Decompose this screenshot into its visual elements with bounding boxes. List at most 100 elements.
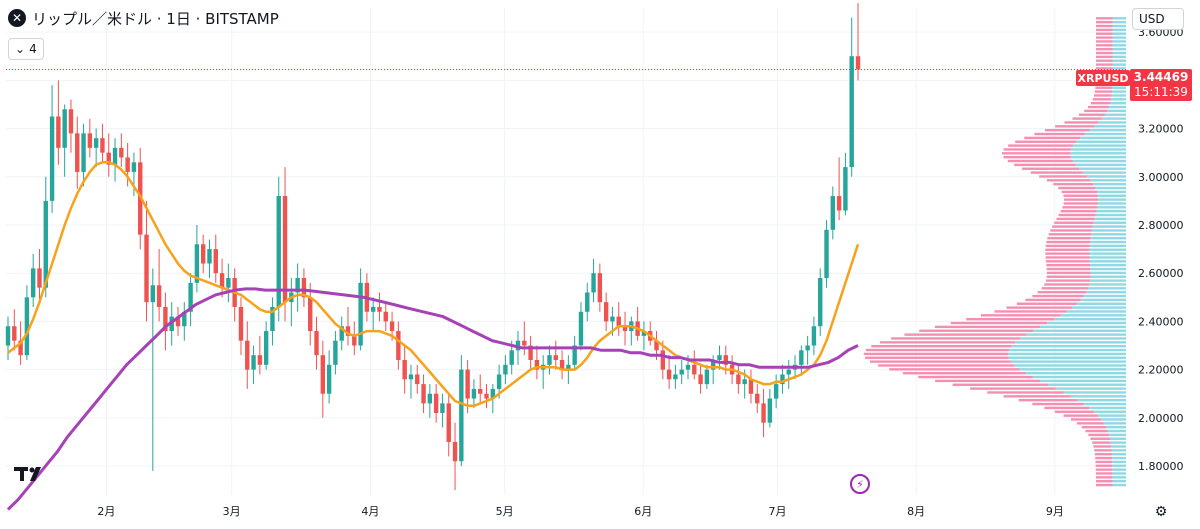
vp-bar-up-57: [1090, 263, 1126, 267]
last-price-value: 3.44469: [1133, 70, 1189, 84]
vp-bar-up-46: [1072, 306, 1126, 309]
candle-body-86: [547, 355, 552, 365]
candle-body-109: [692, 364, 697, 375]
candle-body-39: [251, 355, 256, 370]
vp-bar-up-78: [1093, 182, 1126, 186]
lightning-icon[interactable]: ⚡: [850, 474, 870, 494]
vp-bar-down-72: [1062, 206, 1098, 209]
gear-icon[interactable]: ⚙: [1154, 504, 1168, 520]
vp-bar-up-53: [1089, 279, 1126, 282]
vp-bar-up-100: [1111, 98, 1126, 101]
vp-bar-down-37: [879, 341, 1016, 344]
vp-bar-up-48: [1080, 298, 1126, 302]
indicators-collapse-button[interactable]: ⌄ 4: [8, 38, 44, 60]
vp-bar-down-75: [1063, 194, 1098, 197]
vp-bar-down-28: [918, 375, 1033, 379]
vp-bar-down-55: [1046, 271, 1091, 275]
candle-body-71: [452, 441, 458, 462]
candle-body-10: [68, 109, 74, 134]
vp-bar-up-52: [1089, 283, 1126, 286]
vp-bar-down-102: [1094, 90, 1112, 93]
vp-bar-down-109: [1095, 63, 1113, 66]
vp-bar-down-70: [1058, 213, 1096, 217]
candle-body-74: [471, 388, 477, 399]
vp-bar-up-11: [1110, 441, 1126, 444]
y-tick-label-0: 1.80000: [1138, 460, 1184, 473]
candle-body-41: [263, 331, 269, 365]
vp-bar-up-55: [1090, 271, 1126, 275]
vp-bar-up-14: [1107, 429, 1126, 433]
vp-bar-up-109: [1112, 63, 1126, 66]
vp-bar-up-90: [1080, 136, 1126, 140]
chevron-down-icon: ⌄: [15, 42, 26, 56]
vp-bar-up-89: [1076, 140, 1126, 143]
tradingview-logo-icon[interactable]: [14, 466, 48, 482]
candle-body-9: [62, 109, 67, 148]
candle-body-128: [811, 326, 817, 346]
vp-bar-down-33: [865, 356, 1009, 359]
candle-body-76: [484, 393, 489, 399]
symbol-title-bar[interactable]: ✕ リップル／米ドル · 1日 · BITSTAMP: [8, 6, 279, 30]
vp-bar-down-65: [1048, 233, 1092, 236]
vp-bar-up-9: [1111, 449, 1126, 452]
symbol-price-tag: XRPUSD: [1076, 70, 1130, 86]
vp-bar-up-13: [1109, 433, 1126, 437]
vp-bar-up-71: [1096, 209, 1126, 213]
candle-body-53: [339, 326, 344, 341]
candle-body-50: [320, 355, 326, 394]
y-tick-label-1: 2.00000: [1138, 412, 1184, 425]
vp-bar-down-115: [1095, 40, 1113, 43]
vp-bar-up-94: [1098, 121, 1126, 124]
candle-body-7: [49, 116, 55, 201]
vp-bar-down-6: [1095, 460, 1113, 464]
vp-bar-down-9: [1094, 449, 1112, 452]
vp-bar-down-53: [1045, 279, 1090, 282]
candle-body-27: [175, 316, 181, 327]
candle-body-95: [603, 302, 609, 322]
vp-bar-down-4: [1095, 468, 1113, 471]
candle-body-92: [585, 292, 590, 312]
vp-bar-up-10: [1111, 445, 1126, 448]
vp-bar-up-77: [1095, 186, 1126, 190]
candle-body-66: [421, 384, 426, 404]
vp-bar-down-81: [1030, 171, 1084, 174]
vp-bar-up-39: [1026, 333, 1126, 336]
vp-bar-up-41: [1039, 325, 1126, 329]
grid: [6, 8, 1126, 495]
candle-body-134: [849, 56, 854, 168]
vp-bar-down-50: [1037, 290, 1087, 294]
vp-bar-down-43: [966, 317, 1055, 321]
vp-bar-down-78: [1053, 182, 1094, 186]
vp-bar-down-59: [1045, 256, 1090, 259]
candle-body-24: [156, 285, 162, 307]
x-mark-icon: ✕: [8, 9, 26, 27]
vp-bar-up-44: [1060, 314, 1126, 317]
vp-bar-down-22: [1018, 398, 1078, 402]
candle-body-88: [559, 359, 565, 370]
vp-bar-down-69: [1056, 217, 1095, 221]
candle-body-18: [119, 147, 124, 158]
candle-body-8: [56, 116, 61, 148]
x-tick-label-6: 8月: [907, 505, 925, 518]
time-axis[interactable]: 2月 3月 4月 5月 6月 7月 8月 9月: [97, 505, 1063, 518]
y-tick-label-7: 3.20000: [1138, 123, 1184, 136]
vp-bar-down-51: [1041, 287, 1089, 290]
indicator-count: 4: [29, 42, 37, 56]
currency-button[interactable]: USD: [1132, 8, 1184, 30]
vp-bar-up-34: [1007, 352, 1126, 356]
vp-bar-down-36: [871, 344, 1012, 348]
vp-bar-down-120: [1096, 20, 1113, 24]
candle-body-87: [553, 355, 558, 360]
candle-body-0: [5, 326, 11, 346]
candle-body-40: [257, 355, 263, 365]
y-tick-label-2: 2.20000: [1138, 364, 1184, 377]
vp-bar-up-45: [1066, 310, 1126, 313]
currency-label: USD: [1139, 12, 1165, 26]
candle-body-97: [616, 316, 621, 327]
vp-bar-down-119: [1096, 24, 1113, 28]
vp-bar-down-114: [1095, 44, 1113, 47]
last-price-label: 3.44469 15:11:39: [1130, 69, 1192, 101]
vp-bar-down-7: [1095, 456, 1113, 460]
